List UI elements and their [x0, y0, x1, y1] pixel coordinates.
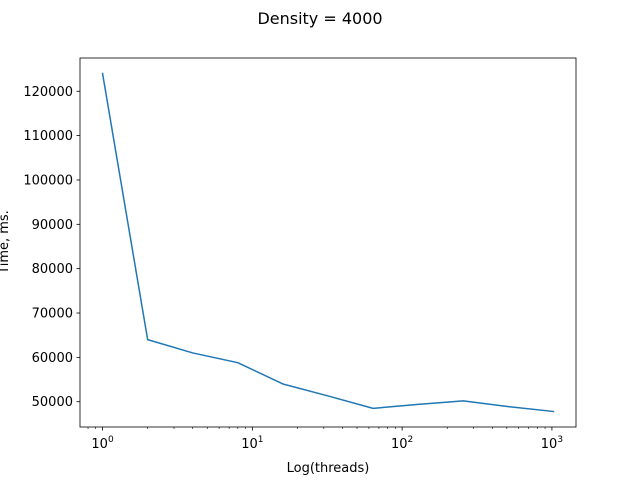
x-tick-label: 100 — [91, 435, 114, 452]
chart-title: Density = 4000 — [257, 9, 382, 28]
y-tick-label: 60000 — [32, 351, 73, 366]
y-tick-label: 50000 — [32, 395, 73, 410]
x-tick-label: 102 — [391, 435, 413, 452]
axes-frame — [79, 57, 577, 428]
x-tick-label: 103 — [541, 435, 563, 452]
x-axis-label: Log(threads) — [287, 461, 370, 476]
y-tick-label: 120000 — [23, 85, 73, 100]
y-tick-label: 70000 — [32, 307, 73, 322]
y-axis-label: Time, ms. — [0, 210, 12, 275]
y-tick-label: 100000 — [23, 173, 73, 188]
y-tick-label: 80000 — [32, 262, 73, 277]
series-line-0 — [101, 72, 555, 413]
x-tick-label: 101 — [241, 435, 263, 452]
plot-area: 50000 60000 70000 80000 90000 100000 110000 120… — [23, 57, 577, 452]
y-tick-label: 110000 — [23, 129, 73, 144]
y-tick-label: 90000 — [32, 218, 73, 233]
